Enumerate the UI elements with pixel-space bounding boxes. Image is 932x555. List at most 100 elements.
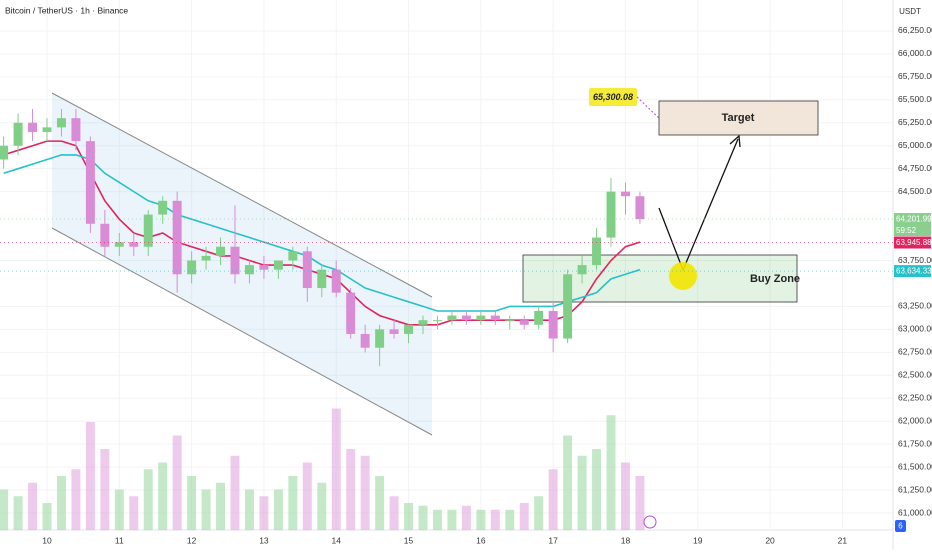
volume-bar xyxy=(0,489,9,530)
volume-bar xyxy=(100,449,110,530)
volume-bar xyxy=(592,449,602,530)
candle-body xyxy=(635,196,645,220)
candle-body xyxy=(548,311,558,339)
candle-body xyxy=(129,242,139,247)
volume-bar xyxy=(201,489,211,530)
volume-bar xyxy=(13,496,23,530)
candle-body xyxy=(28,122,38,132)
candle-body xyxy=(172,200,182,275)
candle-body xyxy=(375,329,385,348)
volume-bar xyxy=(346,449,356,530)
volume-bar xyxy=(56,476,66,530)
countdown-box xyxy=(894,224,931,236)
x-tick-label: 13 xyxy=(259,535,269,545)
candle-body xyxy=(143,214,153,247)
volume-bar xyxy=(85,422,95,530)
volume-bar xyxy=(620,462,630,530)
entry-marker xyxy=(669,262,697,290)
volume-bar xyxy=(375,476,385,530)
candle-body xyxy=(288,251,298,261)
badge: 6 xyxy=(898,522,903,531)
volume-bar xyxy=(404,503,414,530)
channel-upper xyxy=(51,92,433,298)
candle-body xyxy=(273,260,283,270)
y-tick-label: 64,750.00 xyxy=(898,163,932,173)
volume-bar xyxy=(71,469,81,530)
candle-body xyxy=(13,122,23,146)
candle-body xyxy=(302,251,312,289)
candle-body xyxy=(0,145,9,160)
event-icon[interactable] xyxy=(643,515,657,529)
price-marker-label: 64,201.99 xyxy=(896,215,932,224)
y-tick-label: 63,250.00 xyxy=(898,301,932,311)
candle-body xyxy=(187,260,197,275)
candle-body xyxy=(56,118,66,128)
candle-body xyxy=(317,269,327,289)
volume-bar xyxy=(129,496,139,530)
x-tick-label: 21 xyxy=(838,535,848,545)
candle-body xyxy=(331,269,341,293)
x-tick-label: 14 xyxy=(331,535,341,545)
chart-title: Bitcoin / TetherUS · 1h · Binance xyxy=(5,5,128,15)
candle-body xyxy=(201,255,211,261)
volume-bar xyxy=(461,505,471,530)
y-tick-label: 62,250.00 xyxy=(898,392,932,402)
channel-fill xyxy=(52,93,432,435)
price-note-connector xyxy=(636,96,660,119)
volume-bar xyxy=(635,476,645,530)
x-tick-label: 15 xyxy=(404,535,414,545)
x-tick-label: 11 xyxy=(115,535,124,545)
volume-bar xyxy=(389,496,399,530)
candle-body xyxy=(259,265,269,270)
y-tick-label: 62,750.00 xyxy=(898,347,932,357)
candle-body xyxy=(100,223,110,247)
volume-bar xyxy=(418,505,428,530)
volume-bar xyxy=(187,476,197,530)
x-tick-label: 16 xyxy=(476,535,486,545)
candle-body xyxy=(389,329,399,334)
candle-body xyxy=(85,141,95,224)
volume-bar xyxy=(158,462,168,530)
target-box xyxy=(658,100,819,136)
volume-bar xyxy=(476,509,486,530)
series xyxy=(0,108,645,530)
candle-body xyxy=(158,200,168,215)
volume-bar xyxy=(548,469,558,530)
channel-lower xyxy=(51,227,433,436)
y-tick-label: 61,500.00 xyxy=(898,461,932,471)
candle-body xyxy=(519,320,529,325)
y-tick-label: 66,000.00 xyxy=(898,48,932,58)
projection-arrow xyxy=(658,138,739,272)
buy-zone-label: Buy Zone xyxy=(750,273,800,285)
price-note-box xyxy=(589,88,637,106)
y-tick-label: 63,000.00 xyxy=(898,324,932,334)
volume-bar xyxy=(273,489,283,530)
volume-bar xyxy=(447,509,457,530)
price-marker-label: 63,634.33 xyxy=(896,267,932,276)
y-tick-label: 65,000.00 xyxy=(898,140,932,150)
y-tick-label: 61,000.00 xyxy=(898,507,932,517)
candle-body xyxy=(346,292,356,334)
candle-body xyxy=(606,191,616,238)
y-tick-label: 64,500.00 xyxy=(898,186,932,196)
price-marker xyxy=(894,212,931,225)
volume-bar xyxy=(230,455,240,530)
y-tick-label: 61,250.00 xyxy=(898,484,932,494)
y-tick-label: 63,750.00 xyxy=(898,255,932,265)
volume-bar xyxy=(519,503,529,530)
volume-bar xyxy=(360,455,370,530)
candle-body xyxy=(114,242,124,247)
price-marker xyxy=(894,265,931,278)
y-tick-label: 65,500.00 xyxy=(898,94,932,104)
candle-body xyxy=(42,127,52,132)
volume-bar xyxy=(490,509,500,530)
volume-bar xyxy=(143,469,153,530)
grid xyxy=(0,0,893,530)
volume-bar xyxy=(216,482,226,530)
volume-bar xyxy=(606,415,616,530)
volume-bar xyxy=(317,482,327,530)
price-marker-label: 63,945.88 xyxy=(896,238,932,247)
arrow-head xyxy=(729,134,741,148)
volume-bar xyxy=(259,496,269,530)
